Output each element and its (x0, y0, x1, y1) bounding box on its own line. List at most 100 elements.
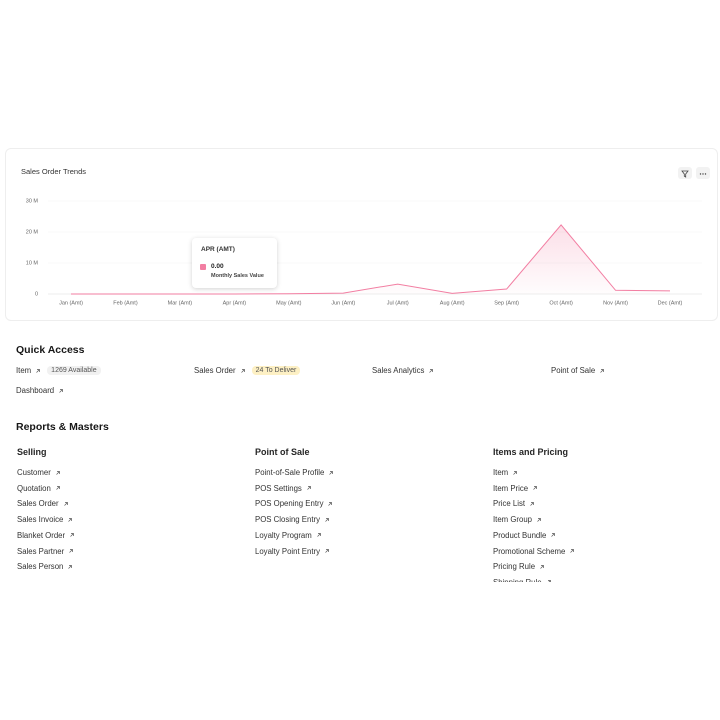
content: Sales Order Trends 0 10 M 20 M 30 M Jan (Amt… (0, 140, 720, 582)
report-link[interactable]: Item Price (493, 484, 538, 493)
report-link[interactable]: Sales Person (17, 562, 73, 571)
arrow-icon (59, 388, 64, 393)
link-label: Item Group (493, 515, 532, 525)
arrow-icon (329, 470, 334, 475)
link-label: POS Settings (255, 483, 302, 493)
arrow-icon (570, 549, 575, 553)
chart: 0 10 M 20 M 30 M Jan (Amt) Feb (Amt) Mar (Amt)… (26, 198, 702, 306)
arrow-icon (325, 549, 329, 553)
report-link[interactable]: Blanket Order (17, 531, 75, 540)
arrow-icon (325, 517, 329, 522)
filter-icon (681, 170, 689, 178)
link-label: Item (16, 366, 32, 375)
arrow-icon (69, 549, 74, 553)
arrow-icon (68, 517, 73, 522)
report-link[interactable]: Product Bundle (493, 531, 556, 540)
quick-link[interactable]: Dashboard (16, 386, 64, 395)
report-link[interactable]: Quotation (17, 484, 61, 493)
link-label: Price List (493, 499, 526, 509)
link-label: Item Price (493, 483, 529, 493)
report-link[interactable]: Point-of-Sale Profile (255, 468, 334, 477)
report-link[interactable]: Price List (493, 499, 535, 508)
link-label: Quotation (17, 483, 51, 493)
quick-link[interactable]: Sales Order 24 To Deliver (194, 366, 301, 375)
report-link[interactable]: Item Group (493, 515, 542, 524)
report-link[interactable]: Shipping Rule (493, 578, 552, 582)
quick-link[interactable]: Point of Sale (551, 366, 605, 375)
report-link[interactable]: Customer (17, 468, 61, 477)
arrow-icon (317, 533, 321, 538)
arrow-icon (68, 564, 73, 569)
x-tick-label: Apr (Amt) (223, 300, 247, 306)
link-label: Loyalty Point Entry (255, 546, 321, 556)
column-title: Selling (17, 447, 47, 457)
menu-icon (699, 173, 707, 175)
arrow-icon (540, 564, 544, 569)
area (71, 224, 670, 294)
y-tick-label: 10 M (26, 260, 39, 266)
report-link[interactable]: Sales Partner (17, 547, 74, 556)
filter-button[interactable] (678, 167, 692, 179)
report-link[interactable]: POS Closing Entry (255, 515, 330, 524)
x-tick-label: Oct (Amt) (549, 300, 573, 306)
tooltip-pointer (230, 288, 239, 292)
report-link[interactable]: Pricing Rule (493, 562, 545, 571)
link-label: Product Bundle (493, 530, 547, 540)
arrow-icon (551, 533, 556, 538)
tooltip-series: Monthly Sales Value (211, 273, 264, 279)
x-tick-label: Jun (Amt) (331, 300, 355, 306)
arrow-icon (240, 368, 245, 373)
arrow-icon (533, 486, 537, 490)
column-title: Point of Sale (255, 447, 310, 457)
report-link[interactable]: Loyalty Program (255, 531, 322, 540)
arrow-icon (530, 502, 534, 506)
arrow-icon (63, 502, 68, 506)
line (71, 224, 671, 295)
section-title: Reports & Masters (16, 421, 109, 433)
x-tick-label: May (Amt) (276, 300, 302, 306)
arrow-icon (70, 533, 74, 538)
report-link[interactable]: Item (493, 468, 518, 477)
chart-card: Sales Order Trends (5, 148, 718, 321)
arrow-icon (307, 486, 311, 490)
report-link[interactable]: Promotional Scheme (493, 547, 575, 556)
arrow-icon (328, 502, 333, 506)
link-label: Sales Invoice (17, 515, 64, 525)
link-label: Point of Sale (551, 366, 596, 375)
tooltip-value: 0.00 (211, 263, 224, 270)
x-tick-label: Dec (Amt) (658, 300, 683, 306)
y-tick-label: 30 M (26, 198, 39, 204)
quick-link[interactable]: Item 1269 Available (16, 366, 101, 375)
arrow-icon (513, 470, 518, 475)
tooltip-swatch (200, 264, 206, 270)
link-label: Customer (17, 468, 51, 477)
report-link[interactable]: Sales Invoice (17, 515, 73, 524)
x-tick-label: Sep (Amt) (494, 300, 519, 306)
quick-link[interactable]: Sales Analytics (372, 366, 434, 375)
arrow-icon (547, 580, 551, 582)
arrow-icon (537, 517, 541, 522)
report-link[interactable]: Sales Order (17, 499, 69, 508)
link-label: Dashboard (16, 386, 55, 395)
arrow-icon (56, 486, 60, 490)
report-link[interactable]: Loyalty Point Entry (255, 547, 330, 556)
x-tick-label: Nov (Amt) (603, 300, 628, 306)
arrow-icon (429, 368, 434, 373)
x-tick-label: Jan (Amt) (59, 300, 83, 306)
chart-title: Sales Order Trends (21, 167, 87, 176)
menu-button[interactable] (696, 167, 710, 179)
link-label: Sales Person (17, 562, 64, 572)
link-label: Sales Order (194, 366, 236, 375)
link-label: Sales Order (17, 499, 59, 509)
link-label: Loyalty Program (255, 530, 312, 540)
x-tick-label: Mar (Amt) (168, 300, 193, 306)
report-link[interactable]: POS Settings (255, 484, 312, 493)
x-tick-label: Aug (Amt) (440, 300, 465, 306)
report-link[interactable]: POS Opening Entry (255, 499, 333, 508)
link-label: Sales Analytics (372, 366, 425, 375)
badge: 1269 Available (47, 366, 101, 375)
arrow-icon (56, 470, 60, 475)
link-label: Pricing Rule (493, 562, 536, 572)
link-label: POS Closing Entry (255, 515, 320, 525)
